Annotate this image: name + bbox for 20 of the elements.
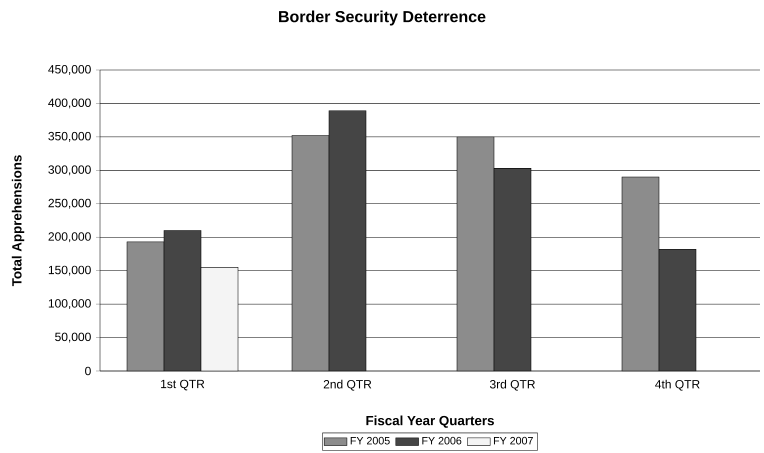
legend-label: FY 2007	[494, 436, 533, 444]
y-tick-label: 450,000	[48, 65, 91, 75]
legend-label: FY 2006	[422, 436, 462, 444]
y-tick-label: 100,000	[48, 299, 91, 310]
y-tick-label: 250,000	[48, 198, 91, 209]
y-tick-label: 200,000	[48, 232, 91, 242]
y-axis-title: Total Apprehensions	[12, 155, 24, 286]
y-tick-label: 0	[85, 366, 91, 376]
x-tick-label: 4th QTR	[655, 380, 700, 391]
y-tick-label: 50,000	[55, 332, 91, 342]
x-axis-title: Fiscal Year Quarters	[366, 416, 494, 428]
y-tick-label: 150,000	[48, 266, 91, 276]
x-tick-label: 3rd QTR	[490, 380, 535, 391]
y-tick-label: 300,000	[48, 165, 91, 176]
x-tick-label: 1st QTR	[161, 380, 204, 390]
legend-label: FY 2005	[350, 436, 390, 444]
y-tick-label: 400,000	[48, 98, 91, 108]
chart-title: Border Security Deterrence	[279, 10, 486, 26]
x-tick-label: 2nd QTR	[324, 380, 372, 391]
y-tick-label: 350,000	[48, 132, 91, 142]
